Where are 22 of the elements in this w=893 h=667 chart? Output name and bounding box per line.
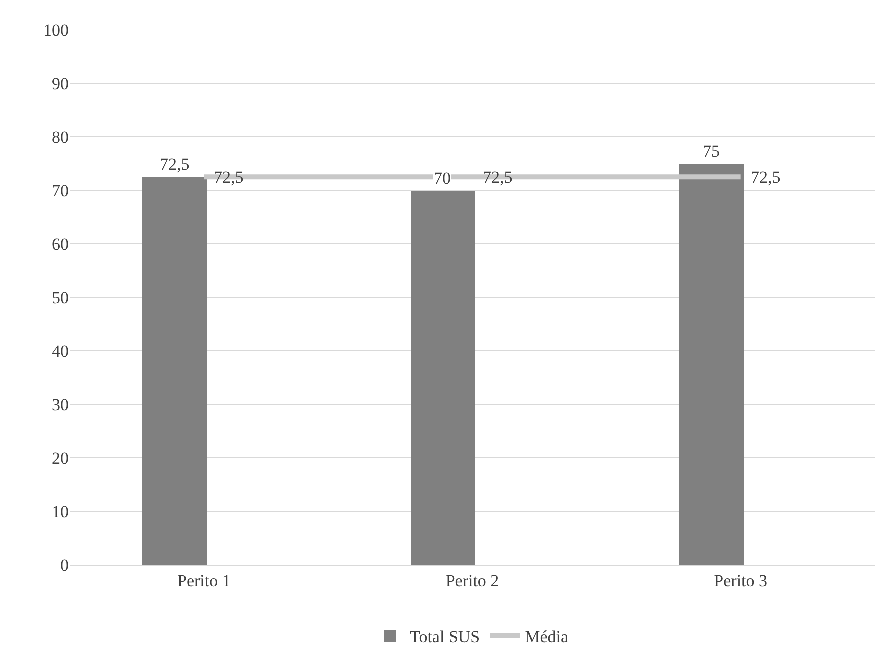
legend-label: Média [525,628,570,647]
y-tick-label: 10 [52,502,69,522]
y-tick-label: 20 [52,448,69,468]
y-tick-label: 100 [44,20,69,40]
data-label: 75 [703,142,720,161]
x-tick-label: Perito 1 [177,571,231,590]
data-label: 70 [434,169,451,188]
y-tick-label: 30 [52,395,69,414]
data-label: 72,5 [751,168,781,187]
y-tick-label: 40 [52,342,69,361]
y-tick-label: 50 [52,288,69,308]
x-tick-label: Perito 3 [714,571,768,590]
legend-label: Total SUS [410,628,480,647]
y-tick-label: 80 [52,128,69,147]
data-label: 72,5 [160,155,190,174]
y-tick-label: 60 [52,234,69,254]
data-label: 72,5 [214,168,244,187]
x-tick-label: Perito 2 [446,571,500,590]
y-tick-label: 0 [60,556,69,575]
y-tick-label: 70 [52,181,69,200]
data-label: 72,5 [483,168,513,187]
y-tick-label: 90 [52,74,69,94]
